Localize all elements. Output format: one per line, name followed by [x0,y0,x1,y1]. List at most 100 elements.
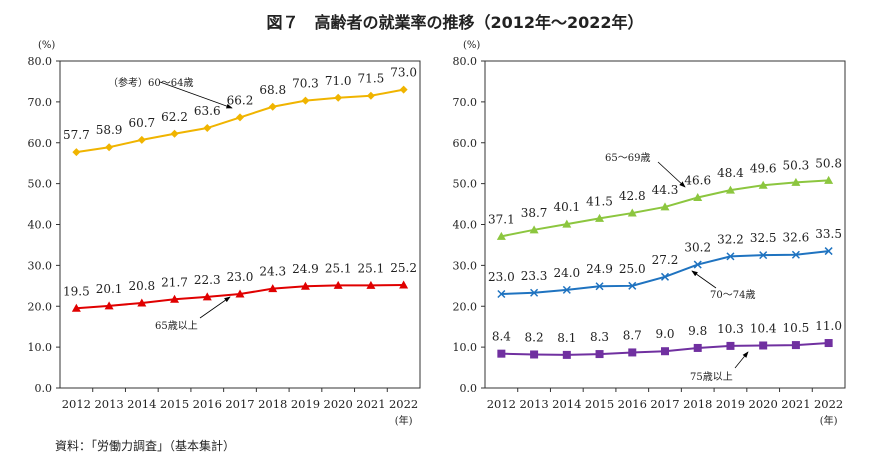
data-point [71,303,81,312]
data-point [628,281,637,290]
x-tick-label: 2021 [356,397,385,411]
data-point [366,91,375,100]
data-label: 10.4 [750,321,777,335]
x-tick-label: 2018 [683,397,712,411]
y-tick-label: 60.0 [28,137,53,150]
x-tick-label: 2020 [324,397,353,411]
data-point [268,102,277,111]
y-tick-label: 10.0 [453,341,478,354]
data-label: 25.2 [390,261,417,275]
data-point [334,93,343,102]
data-label: 11.0 [815,319,842,333]
x-tick-label: 2012 [487,397,516,411]
data-point [496,231,506,240]
data-label: 60.7 [128,116,155,130]
y-tick-label: 0.0 [35,382,53,395]
y-tick-label: 30.0 [28,259,53,272]
series-label: 65歳以上 [155,320,198,332]
data-point [202,292,212,301]
data-label: 24.9 [586,262,613,276]
x-tick-label: 2019 [291,397,320,411]
data-point [693,343,702,352]
y-tick-label: 10.0 [28,341,53,354]
data-point [824,247,833,256]
data-label: 8.3 [590,330,609,344]
y-tick-label: 20.0 [28,300,53,313]
data-label: 40.1 [553,200,580,214]
data-point [660,272,670,281]
y-tick-label: 50.0 [28,178,53,191]
data-point [595,282,604,291]
data-point [497,349,506,358]
annotation-arrow [734,351,749,369]
annotation-arrow [691,270,717,289]
x-tick-label: 2017 [225,397,254,411]
data-point [235,289,245,298]
data-point [660,202,670,211]
data-label: 46.6 [684,174,711,188]
x-tick-label: 2012 [62,397,91,411]
data-label: 24.3 [259,265,286,279]
data-point [562,350,571,359]
source-note: 資料：「労働力調査」（基本集計） [55,438,235,453]
data-label: 27.2 [652,253,679,267]
data-point [758,180,768,189]
data-point [725,185,735,194]
data-point [726,341,735,350]
data-point [399,280,409,289]
data-label: 8.2 [525,330,544,344]
data-label: 25.1 [325,261,352,275]
data-point [791,341,800,350]
data-label: 66.2 [227,93,254,107]
data-point [530,288,539,297]
x-tick-label: 2014 [127,397,156,411]
x-tick-label: 2015 [585,397,614,411]
data-point [301,96,310,105]
data-point [268,284,278,293]
data-label: 57.7 [63,128,90,142]
y-tick-label: 60.0 [453,137,478,150]
data-label: 23.0 [227,270,254,284]
plot-area [59,60,421,389]
data-point [104,301,114,310]
data-label: 62.2 [161,110,188,124]
x-tick-label: 2018 [258,397,287,411]
series-label: 70～74歳 [710,289,755,301]
x-axis-unit: (年) [820,414,838,427]
data-label: 68.8 [259,83,286,97]
data-label: 49.6 [750,161,777,175]
y-tick-label: 70.0 [28,96,53,109]
x-tick-label: 2014 [552,397,581,411]
data-label: 33.5 [815,227,842,241]
data-point [824,175,834,184]
data-point [661,347,669,356]
chart-title: 図７ 高齢者の就業率の推移（2012年～2022年） [266,13,643,32]
data-point [759,251,768,260]
data-point [236,113,244,122]
x-tick-label: 2013 [94,397,123,411]
data-label: 30.2 [684,241,711,255]
data-point [791,177,801,186]
x-tick-label: 2017 [650,397,679,411]
data-point [72,148,81,157]
y-tick-label: 70.0 [453,96,478,109]
data-label: 42.8 [619,189,646,203]
data-point [170,129,179,138]
data-point [170,294,180,303]
data-label: 50.8 [815,156,842,170]
y-tick-label: 40.0 [453,219,478,232]
data-point [530,350,539,359]
data-label: 38.7 [521,206,548,220]
x-tick-label: 2015 [160,397,189,411]
data-point [497,289,506,299]
data-point [759,341,768,350]
data-label: 10.5 [783,321,810,335]
data-point [562,219,572,228]
data-label: 23.3 [521,269,548,283]
x-tick-label: 2016 [618,397,647,411]
data-point [726,252,735,261]
x-tick-label: 2022 [389,397,418,411]
data-point [693,260,702,269]
y-tick-label: 20.0 [453,300,478,313]
